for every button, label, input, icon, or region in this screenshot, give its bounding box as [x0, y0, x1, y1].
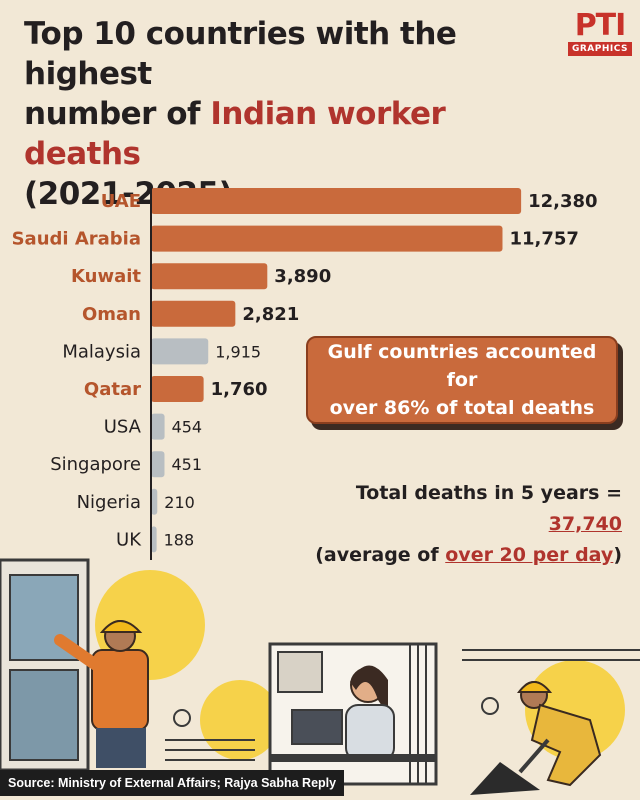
category-label: UAE: [101, 191, 141, 212]
logo-sub: GRAPHICS: [568, 42, 632, 56]
bar-oman: [151, 300, 236, 327]
bar-uk: [151, 526, 157, 553]
avg-value: over 20 per day: [445, 544, 614, 566]
office-shelf: [277, 651, 323, 693]
worker-right-helmet-icon: [516, 681, 553, 693]
office-worker-hair: [350, 665, 388, 715]
logo-mark: PTI: [574, 8, 627, 43]
shovel-icon: [518, 738, 550, 774]
rubble-pile: [470, 762, 540, 795]
bar-kuwait: [151, 263, 268, 290]
worker-left-legs: [96, 728, 146, 768]
pti-graphics-logo: PTI GRAPHICS: [568, 10, 632, 56]
value-label: 11,757: [509, 229, 578, 250]
category-label: UK: [116, 529, 142, 550]
category-label: Singapore: [50, 454, 141, 475]
totals-annotation: Total deaths in 5 years = 37,740 (averag…: [282, 478, 622, 571]
category-label: Saudi Arabia: [12, 229, 141, 250]
title-line-2: number of Indian worker deaths: [24, 94, 544, 174]
source-note: Source: Ministry of External Affairs; Ra…: [0, 770, 345, 796]
title-highlight: Indian worker deaths: [24, 96, 446, 172]
totals-value: 37,740: [548, 513, 622, 535]
bar-chart: UAE 12,380 Saudi Arabia 11,757 Kuwait 3,890 Om…: [12, 186, 598, 560]
value-label: 1,760: [211, 379, 268, 400]
office-desk: [270, 754, 436, 762]
gear-icon-left: [173, 709, 191, 727]
totals-prefix: Total deaths in 5 years =: [355, 482, 622, 504]
gear-icon-right: [481, 697, 499, 715]
category-label: Qatar: [84, 379, 141, 400]
bar-singapore: [151, 451, 165, 478]
callout-line-2: over 86% of total deaths: [329, 397, 595, 419]
callout-line-1: Gulf countries accounted for: [327, 341, 597, 391]
value-label: 210: [164, 493, 195, 512]
worker-illustration: [0, 558, 640, 795]
office-worker-body: [345, 704, 395, 761]
category-label: Oman: [82, 304, 141, 325]
bar-uae: [151, 188, 522, 214]
value-label: 2,821: [242, 304, 299, 325]
category-label: Nigeria: [77, 492, 141, 513]
laptop-icon: [291, 709, 343, 745]
grid-lines-right: [462, 649, 640, 661]
window-pane-bottom: [9, 669, 79, 761]
category-label: Kuwait: [71, 266, 141, 287]
category-label: USA: [104, 417, 142, 438]
title-line-1: Top 10 countries with the highest: [24, 16, 457, 92]
value-label: 1,915: [215, 342, 261, 361]
value-label: 3,890: [274, 266, 331, 287]
bar-saudi-arabia: [151, 225, 503, 252]
worker-left-helmet-icon: [99, 620, 143, 633]
avg-prefix: (average of: [315, 544, 446, 566]
stripes-decoration: [409, 644, 427, 784]
totals-line-2: (average of over 20 per day): [282, 540, 622, 571]
bar-nigeria: [151, 488, 158, 515]
bar-qatar: [151, 376, 204, 402]
value-label: 12,380: [528, 191, 597, 212]
value-label: 454: [172, 418, 203, 437]
bar-usa: [151, 413, 165, 440]
speed-lines-left: [165, 739, 255, 761]
gulf-callout: Gulf countries accounted for over 86% of…: [306, 336, 618, 424]
value-label: 451: [171, 455, 202, 474]
category-label: Malaysia: [62, 341, 141, 362]
title-line-2-prefix: number of: [24, 96, 211, 132]
yellow-sun-mid: [200, 680, 280, 760]
totals-line-1: Total deaths in 5 years = 37,740: [282, 478, 622, 540]
value-label: 188: [164, 530, 195, 549]
avg-suffix: ): [613, 544, 622, 566]
worker-right-body: [530, 703, 602, 787]
bar-malaysia: [151, 338, 209, 365]
worker-left-arm: [54, 634, 102, 671]
